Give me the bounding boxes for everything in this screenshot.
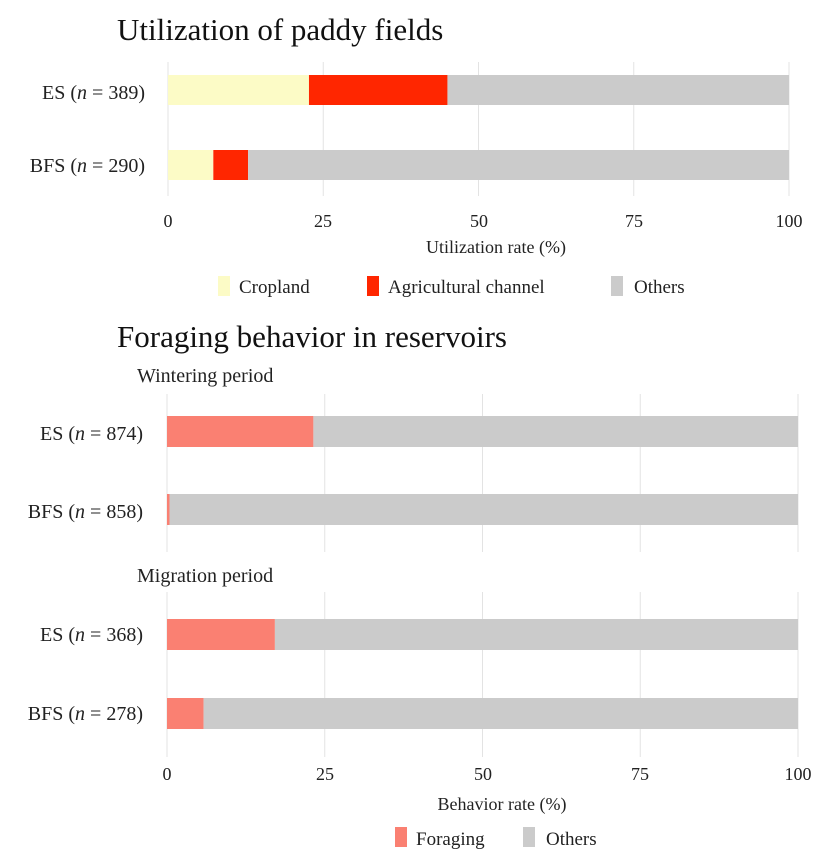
bar-cropland [168, 75, 309, 105]
legend-swatch-cropland [218, 276, 230, 296]
x-tick-label: 25 [316, 764, 334, 784]
legend: Cropland Agricultural channel Others [218, 276, 685, 298]
x-tick-label: 75 [625, 211, 643, 231]
category-label-es: ES (n = 389) [42, 82, 145, 104]
bar-foraging [167, 494, 170, 525]
category-label-bfs-migration: BFS (n = 278) [28, 703, 143, 725]
legend-swatch-others [611, 276, 623, 296]
chart-foraging-behavior: Foraging behavior in reservoirs Winterin… [28, 319, 812, 850]
x-tick-label: 25 [314, 211, 332, 231]
legend-label-others: Others [634, 277, 685, 298]
x-tick-label: 50 [470, 211, 488, 231]
bar-cropland [168, 150, 214, 180]
x-tick-label: 0 [164, 211, 173, 231]
bar-foraging [167, 619, 275, 650]
chart-paddy-fields: Utilization of paddy fields ES (n = 389)… [30, 12, 803, 298]
x-tick-label: 50 [474, 764, 492, 784]
legend-label-foraging: Foraging [416, 829, 485, 850]
legend-label-cropland: Cropland [239, 277, 310, 298]
x-tick-label: 0 [163, 764, 172, 784]
legend-swatch-foraging [395, 827, 407, 847]
x-axis-label: Utilization rate (%) [426, 237, 566, 258]
bar-others [274, 619, 798, 650]
chart-title: Utilization of paddy fields [117, 12, 443, 47]
legend-swatch-others [523, 827, 535, 847]
bar-agricultural-channel [308, 75, 448, 105]
bar-agricultural-channel [213, 150, 249, 180]
category-label-es-migration: ES (n = 368) [40, 624, 143, 646]
legend: Foraging Others [395, 827, 597, 850]
bars [168, 75, 789, 180]
category-label-es-wintering: ES (n = 874) [40, 423, 143, 445]
x-tick-label: 75 [631, 764, 649, 784]
bars [167, 416, 799, 729]
legend-swatch-agricultural-channel [367, 276, 379, 296]
category-label-bfs: BFS (n = 290) [30, 155, 145, 177]
bar-foraging [167, 698, 204, 729]
x-tick-label: 100 [776, 211, 803, 231]
bar-others [447, 75, 789, 105]
legend-label-others: Others [546, 829, 597, 850]
x-axis-label: Behavior rate (%) [438, 794, 567, 815]
x-tick-label: 100 [785, 764, 812, 784]
panel-label-migration: Migration period [137, 565, 273, 587]
bar-others [203, 698, 798, 729]
chart-title: Foraging behavior in reservoirs [117, 319, 507, 354]
panel-label-wintering: Wintering period [137, 365, 273, 387]
bar-foraging [167, 416, 314, 447]
category-label-bfs-wintering: BFS (n = 858) [28, 501, 143, 523]
bar-others [169, 494, 799, 525]
legend-label-agricultural-channel: Agricultural channel [388, 277, 545, 298]
bar-others [313, 416, 798, 447]
bar-others [248, 150, 789, 180]
